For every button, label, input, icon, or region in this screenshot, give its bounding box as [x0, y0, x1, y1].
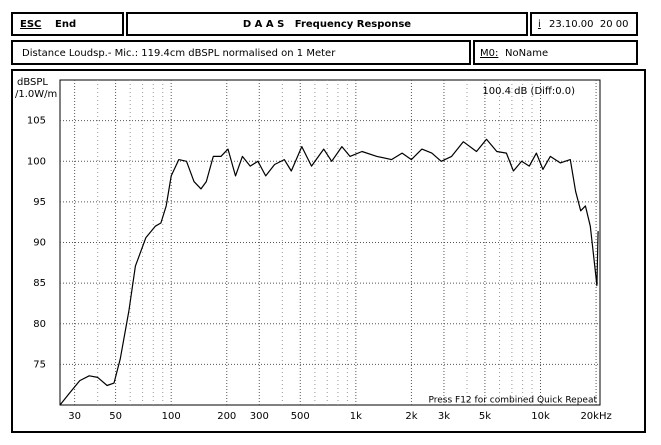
memory-name: NoName: [505, 48, 548, 59]
x-tick-label: 2k: [405, 411, 417, 422]
date-box: [530, 12, 638, 36]
x-tick-label: 500: [291, 411, 310, 422]
y-tick-label: 100: [27, 156, 46, 167]
plot: 30 50 100 200 300 500 1k 2k 3k 5k 10k 20kHz 75 80 85 90…: [27, 79, 612, 422]
level-annotation: 100.4 dB (Diff:0.0): [482, 86, 575, 97]
x-tick-label: 1k: [350, 411, 362, 422]
memory-label[interactable]: M0:: [480, 48, 498, 59]
end-label[interactable]: End: [55, 19, 76, 30]
x-tick-label: 3k: [438, 411, 450, 422]
response-curve: [59, 138, 599, 406]
datetime: 23.10.00 20 00: [549, 19, 629, 30]
x-tick-label: 10k: [531, 411, 550, 422]
description-box: [11, 40, 471, 65]
x-tick-label: 5k: [479, 411, 491, 422]
memory-box: [473, 40, 638, 65]
y-tick-label: 85: [33, 278, 46, 289]
y-tick-label: 80: [33, 319, 46, 330]
x-tick-label: 30: [68, 411, 81, 422]
esc-key[interactable]: ESC: [20, 19, 41, 30]
x-tick-label: 50: [109, 411, 122, 422]
y-axis-unit: /1.0W/m: [15, 89, 57, 100]
x-tick-label: 200: [217, 411, 236, 422]
esc-box[interactable]: [11, 12, 124, 36]
y-axis-label: dBSPL: [17, 77, 48, 88]
title-box: [126, 12, 528, 36]
info-icon[interactable]: i: [538, 19, 541, 30]
hint-annotation: Press F12 for combined Quick Repeat: [428, 396, 597, 406]
window-title: D A A S Frequency Response: [243, 19, 411, 30]
x-tick-label: 300: [250, 411, 269, 422]
y-tick-label: 95: [33, 197, 46, 208]
description: Distance Loudsp.- Mic.: 119.4cm dBSPL no…: [22, 48, 336, 59]
x-tick-label: 100: [162, 411, 181, 422]
y-tick-label: 75: [33, 359, 46, 370]
y-tick-label: 90: [33, 238, 46, 249]
chart-frame: [11, 69, 646, 433]
y-tick-label: 105: [27, 116, 46, 127]
x-tick-label: 20kHz: [580, 411, 611, 422]
